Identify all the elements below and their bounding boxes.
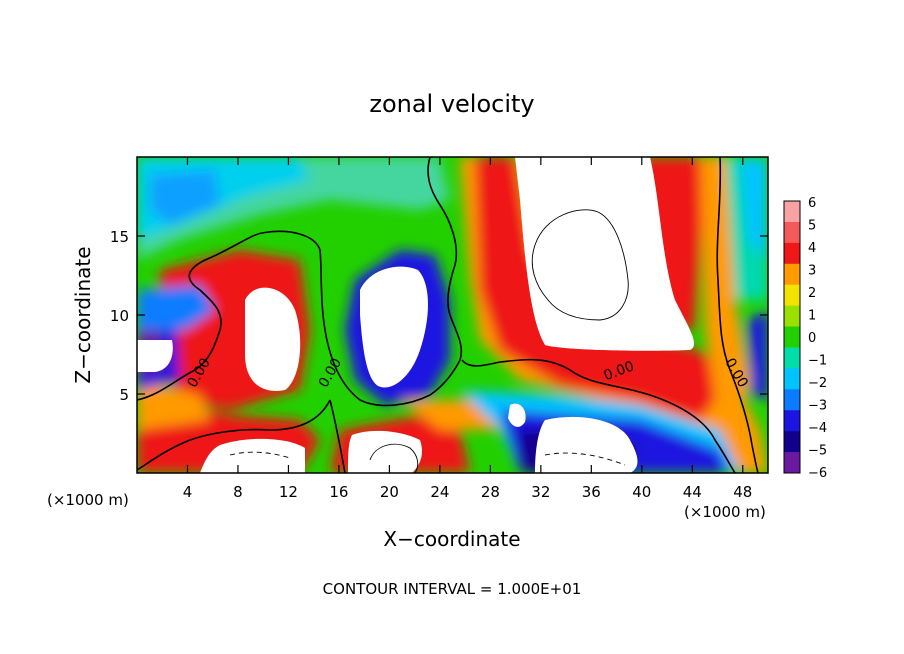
colorbar-tick-label: −6: [808, 466, 827, 481]
x-tick-label: 32: [531, 483, 550, 501]
x-tick-label: 24: [430, 483, 449, 501]
colorbar-swatch: [784, 305, 800, 328]
colorbar-swatch: [784, 431, 800, 453]
x-tick-label: 12: [279, 483, 298, 501]
x-tick-label: 16: [329, 483, 348, 501]
colorbar-swatch: [784, 221, 800, 244]
y-tick-label: 10: [110, 307, 129, 325]
x-tick-label: 28: [481, 483, 500, 501]
colorbar-tick-label: 3: [808, 264, 816, 279]
colorbar-tick-label: −2: [808, 376, 827, 391]
colorbar-tick-label: 6: [808, 196, 816, 211]
heatmap-field: 0.00 0.00 0.00 0.00: [137, 157, 768, 473]
colorbar-swatch: [784, 347, 800, 369]
x-tick-label: 8: [233, 483, 243, 501]
colorbar-tick-label: 4: [808, 241, 816, 256]
colorbar-tick-label: 0: [808, 331, 816, 346]
y-tick-label: 5: [119, 386, 129, 404]
contour-interval-note: CONTOUR INTERVAL = 1.000E+01: [323, 580, 582, 598]
colorbar-tick-label: 2: [808, 286, 816, 301]
colorbar-tick-label: 1: [808, 309, 816, 324]
x-tick-label: 48: [733, 483, 752, 501]
colorbar-swatch: [784, 284, 800, 307]
y-axis-ticks: 5 10 15: [110, 228, 768, 404]
colorbar-swatch: [784, 452, 800, 474]
colorbar-frame: [783, 200, 801, 474]
colorbar-swatch: [784, 263, 800, 286]
colorbar-swatch: [784, 410, 800, 432]
x-tick-label: 20: [380, 483, 399, 501]
colorbar-swatch: [784, 242, 800, 265]
x-unit-label-right: (×1000 m): [684, 503, 766, 521]
colorbar-tick-label: −4: [808, 421, 827, 436]
colorbar-swatch: [784, 368, 800, 390]
colorbar-swatch: [784, 389, 800, 411]
x-axis-ticks: 4 8 12 16 20 24 28 32 36 40 44 48: [183, 157, 752, 501]
y-axis-label: Z−coordinate: [71, 246, 95, 383]
colorbar-tick-label: −5: [808, 444, 827, 459]
x-axis-label: X−coordinate: [383, 527, 520, 551]
x-tick-label: 36: [582, 483, 601, 501]
x-unit-label-left: (×1000 m): [47, 491, 129, 509]
chart-title: zonal velocity: [369, 90, 534, 118]
y-tick-label: 15: [110, 228, 129, 246]
colorbar-swatch: [784, 326, 800, 348]
colorbar-tick-label: −3: [808, 399, 827, 414]
colorbar-swatch: [784, 201, 800, 223]
colorbar: 6 5 4 3 2 1 0 −1 −2 −3 −4 −5 −6: [783, 196, 827, 481]
x-tick-label: 44: [683, 483, 702, 501]
colorbar-tick-label: 5: [808, 219, 816, 234]
x-tick-label: 40: [632, 483, 651, 501]
colorbar-tick-label: −1: [808, 354, 827, 369]
x-tick-label: 4: [183, 483, 193, 501]
